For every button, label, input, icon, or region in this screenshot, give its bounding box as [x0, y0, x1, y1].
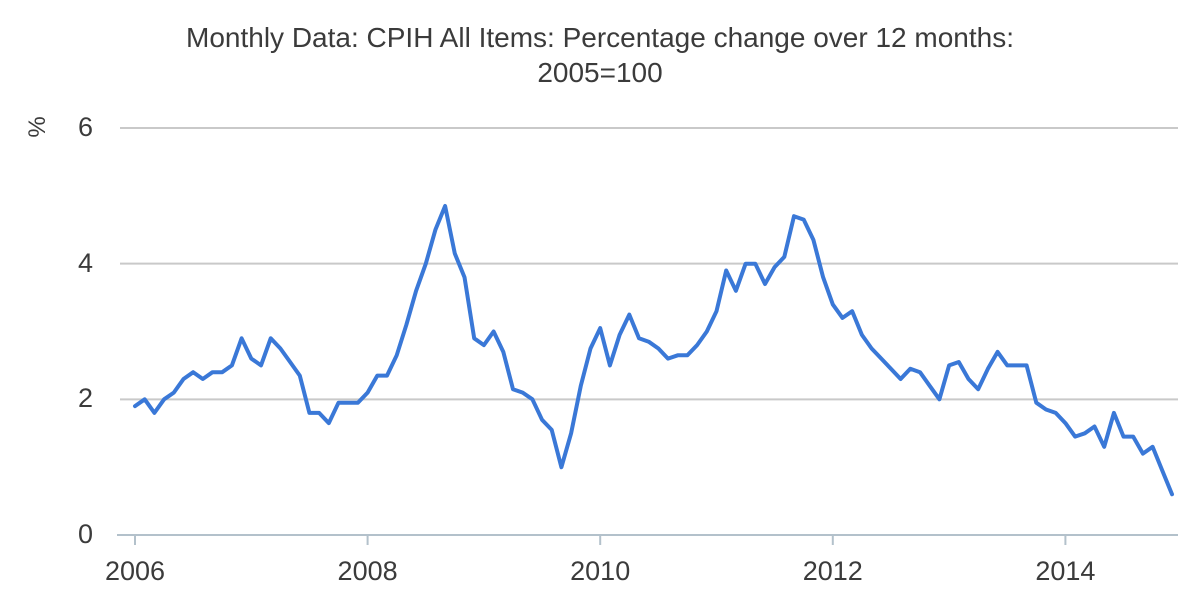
- chart-title-line-1: Monthly Data: CPIH All Items: Percentage…: [186, 22, 1014, 53]
- x-tick-label-2014: 2014: [1035, 556, 1096, 586]
- y-tick-label-2: 2: [77, 383, 93, 414]
- x-tick-label-2008: 2008: [337, 556, 398, 586]
- x-tick-label-2012: 2012: [802, 556, 863, 586]
- chart-title-line-2: 2005=100: [537, 57, 663, 88]
- cpih-series-line: [133, 204, 1174, 497]
- chart-title: Monthly Data: CPIH All Items: Percentage…: [0, 20, 1200, 90]
- x-tick-label-2010: 2010: [570, 556, 631, 586]
- y-tick-label-4: 4: [77, 247, 93, 278]
- y-tick-label-6: 6: [77, 112, 93, 143]
- y-tick-label-0: 0: [77, 519, 93, 549]
- x-tick-label-2006: 2006: [104, 556, 166, 586]
